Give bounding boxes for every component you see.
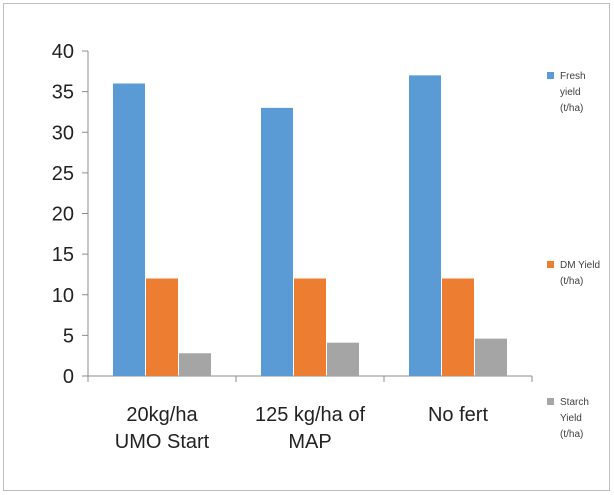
bar (179, 353, 211, 376)
legend-label: (t/ha) (560, 276, 583, 287)
x-category-label: MAP (288, 431, 331, 453)
y-tick-label: 25 (52, 163, 74, 185)
y-tick-label: 35 (52, 82, 74, 104)
legend-label: (t/ha) (560, 103, 583, 114)
legend-label: DM Yield (560, 260, 600, 271)
legend-swatch (547, 261, 554, 268)
y-tick-label: 0 (63, 366, 74, 388)
x-category-label: 125 kg/ha of (255, 404, 366, 426)
y-tick-label: 20 (52, 204, 74, 226)
bar (261, 107, 293, 376)
y-tick-label: 5 (63, 325, 74, 347)
x-category-label: 20kg/ha (126, 404, 198, 426)
legend-label: (t/ha) (560, 429, 583, 440)
bar (327, 342, 359, 376)
y-tick-label: 30 (52, 122, 74, 144)
y-tick-label: 15 (52, 244, 74, 266)
x-category-label: No fert (428, 404, 488, 426)
bar (409, 75, 441, 376)
legend-label: Starch (560, 397, 589, 408)
y-tick-label: 40 (52, 41, 74, 63)
legend-swatch (547, 398, 554, 405)
y-tick-label: 10 (52, 285, 74, 307)
legend-label: Fresh (560, 71, 586, 82)
bar (294, 278, 326, 376)
legend-label: Yield (560, 413, 582, 424)
legend-label: yield (560, 87, 581, 98)
bar (113, 83, 145, 376)
bar (442, 278, 474, 376)
bar (146, 278, 178, 376)
chart-frame (3, 3, 610, 491)
bar (475, 338, 507, 376)
legend-swatch (547, 72, 554, 79)
x-category-label: UMO Start (115, 431, 210, 453)
